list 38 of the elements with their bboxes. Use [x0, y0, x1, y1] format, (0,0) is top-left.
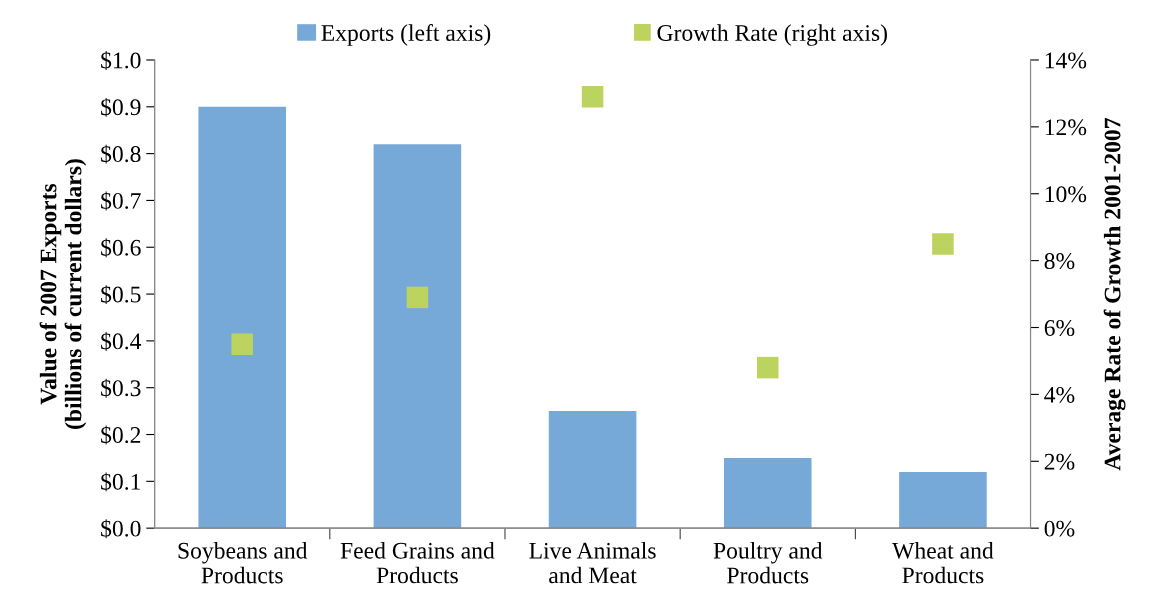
y2-tick-label: 6% — [1044, 320, 1075, 337]
point — [406, 286, 429, 309]
y-axis-title: Value of 2007 Exports (billions of current dollars) — [39, 159, 87, 429]
bar — [198, 106, 287, 529]
y2-tick-label: 12% — [1045, 119, 1087, 136]
point — [757, 356, 779, 379]
y2-tick-label: 2% — [1044, 453, 1075, 470]
y-tick-label: $0.0 — [101, 519, 141, 539]
point — [932, 233, 954, 255]
y2-axis-title: Average Rate of Growth 2001-2007 — [1103, 118, 1126, 471]
y-tick-label: $0.4 — [101, 331, 142, 351]
x-tick-label: Live Animals and Meat — [529, 542, 656, 584]
y-tick-label: $0.7 — [101, 191, 141, 211]
y-tick-label: $0.6 — [101, 238, 141, 258]
y-tick-label: $0.9 — [101, 97, 141, 117]
y2-tick-label: 10% — [1045, 186, 1087, 203]
bar — [899, 471, 987, 529]
bar — [723, 457, 812, 529]
legend-label: Exports (left axis) — [321, 24, 491, 46]
y-tick-label: $0.2 — [101, 425, 141, 445]
point — [231, 333, 253, 355]
y2-tick-label: 8% — [1044, 253, 1075, 270]
bar — [548, 411, 637, 529]
legend-label: Growth Rate (right axis) — [657, 24, 887, 46]
y-tick-label: $0.5 — [101, 285, 141, 305]
x-tick-label: Feed Grains and Products — [340, 542, 495, 584]
y2-tick-label: 0% — [1044, 520, 1075, 537]
y-tick-label: $0.1 — [101, 472, 141, 492]
x-tick-label: Poultry and Products — [713, 542, 823, 584]
y-tick-label: $1.0 — [101, 51, 141, 70]
point — [581, 86, 604, 108]
bar — [373, 144, 462, 529]
y2-tick-label: 14% — [1045, 52, 1087, 69]
y2-tick-label: 4% — [1044, 386, 1075, 403]
x-tick-label: Wheat and Products — [892, 542, 994, 584]
y-tick-label: $0.3 — [101, 378, 141, 398]
y-tick-label: $0.8 — [101, 144, 141, 164]
x-tick-label: Soybeans and Products — [178, 542, 308, 584]
